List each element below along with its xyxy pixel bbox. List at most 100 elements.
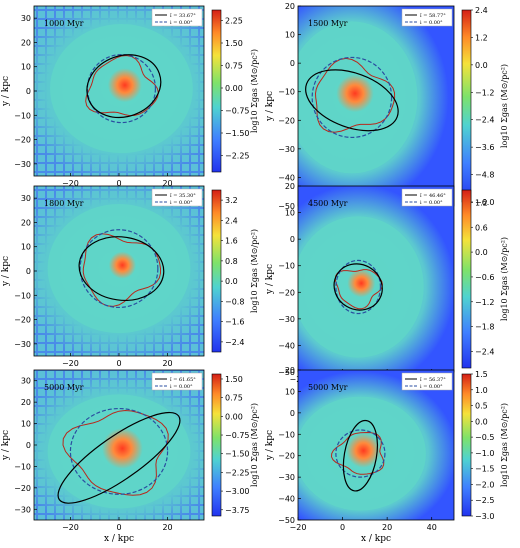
gas-core [102,428,143,469]
colorbar-tick-label: 0.0 [475,61,488,70]
density-map [298,6,454,206]
colorbar: 1.2 0.6 0.0 −0.6 −1.2 −1.8 −2.4 log10 Σgas (M⊙/… [461,189,509,369]
y-tick-label: 20 [21,218,31,227]
y-tick-label: −20 [278,452,295,461]
y-axis-label: y / kpc [265,264,275,295]
y-tick-label: 10 [285,31,295,40]
colorbar-tick-label: −2.4 [475,347,494,356]
y-tick-label: 20 [285,366,295,375]
colorbar-tick-label: −2.4 [225,338,244,347]
colorbar-tick-label: 0.75 [225,394,243,403]
y-tick-label: −10 [278,262,295,271]
colorbar-tick-label: 2.4 [225,216,238,225]
colorbar-tick-label: −1.6 [225,318,244,327]
colorbar-tick-label: −2.5 [475,496,494,505]
colorbar-tick-label: 1.0 [475,386,488,395]
x-tick-label: −20 [290,523,307,532]
legend-entry: i = 0.00° [170,20,193,26]
y-tick-label: −30 [14,505,31,514]
colorbar-tick-label: −1.5 [475,465,494,474]
colorbar-tick-label: −0.8 [225,297,244,306]
colorbar-tick-label: 0.0 [475,417,488,426]
colorbar-tick-label: −3.75 [225,506,250,515]
colorbar-scale [211,9,222,173]
y-axis-label: y / kpc [1,430,11,461]
y-axis-label: y / kpc [265,91,275,122]
y-tick-label: −50 [278,516,295,525]
y-tick-label: 0 [290,59,295,68]
colorbar-tick-label: −2.4 [475,116,494,125]
legend: î = 58.77°i = 0.00° [401,8,453,27]
y-axis-label: y / kpc [1,76,11,107]
colorbar-tick-label: −1.2 [475,88,494,97]
colorbar-scale [211,189,222,353]
reference-ellipse [335,259,382,315]
y-tick-label: −30 [278,145,295,154]
y-tick-label: −30 [278,315,295,324]
legend-entry: i = 0.00° [420,20,443,26]
colorbar-tick-label: 1.50 [225,39,243,48]
y-tick-label: −10 [278,88,295,97]
density-contour [82,233,161,307]
y-tick-label: 10 [21,420,31,429]
x-tick-label: 0 [340,523,345,532]
y-axis-label: y / kpc [265,430,275,461]
legend-entry: i = 0.00° [170,384,193,390]
gas-core [347,269,376,298]
x-tick-label: 20 [162,523,172,532]
legend-entry: i = 0.00° [420,200,443,206]
colorbar-tick-label: 0.75 [225,62,243,71]
colorbar: 2.25 1.50 0.75 0.00 −0.75 −1.50 −2.25 log10 Σga… [211,9,259,173]
colorbar: 1.5 1.0 0.5 0.0 −0.5 −1.0 −1.5 −2.0 −2.5 −3.0 log1… [461,370,509,521]
x-tick-label: 0 [116,523,121,532]
time-label: 5000 Myr [308,383,348,392]
colorbar-tick-label: 1.6 [225,237,238,246]
gas-core [108,251,136,279]
y-tick-label: 0 [290,235,295,244]
y-tick-label: 20 [21,398,31,407]
density-contour [85,54,159,117]
legend-entry: î = 58.77° [420,12,446,19]
colorbar-tick-label: −0.6 [475,273,494,282]
colorbar-label: log10 Σgas (M⊙/pc²) [250,403,259,487]
panel-5: 5000 Myr î = 61.65°i = 0.00° −20 0 20 −30 −20 −… [1,369,259,544]
legend: î = 56.37°i = 0.00° [401,372,453,391]
colorbar-tick-label: 1.2 [475,33,488,42]
colorbar-tick-label: 0.8 [225,257,238,266]
colorbar-tick-label: −3.6 [475,143,494,152]
fitted-ellipse [78,236,165,301]
y-tick-label: 30 [21,194,31,203]
colorbar-label: log10 Σgas (M⊙/pc²) [250,49,259,133]
reference-ellipse [86,53,157,124]
colorbar-tick-label: −1.50 [225,450,250,459]
y-tick-label: −20 [14,484,31,493]
colorbar-tick-label: 0.0 [475,248,488,257]
time-label: 1800 Myr [44,199,84,208]
y-tick-label: −40 [278,173,295,182]
y-axis-label: y / kpc [1,256,11,287]
y-tick-label: 30 [21,377,31,386]
y-tick-label: −20 [14,136,31,145]
panel-1: 1000 Myr î = 33.67°i = 0.00° −20 0 20 −30 −20 −… [1,5,259,200]
colorbar-label: log10 Σgas (M⊙/pc²) [500,403,509,487]
y-tick-label: 0 [26,267,31,276]
y-tick-label: 10 [285,387,295,396]
y-tick-label: −40 [278,495,295,504]
legend: î = 33.67°i = 0.00° [151,8,203,27]
time-label: 5000 Myr [44,383,84,392]
y-tick-label: 10 [285,209,295,218]
x-tick-label: 0 [116,359,121,368]
density-map [298,370,454,520]
colorbar-tick-label: −6.0 [475,198,494,207]
y-tick-label: −20 [278,288,295,297]
time-label: 4500 Myr [308,199,348,208]
colorbar-tick-label: 0.6 [475,223,488,232]
legend: î = 61.65°i = 0.00° [151,372,203,391]
colorbar-tick-label: −4.8 [475,171,494,180]
colorbar-tick-label: 3.2 [225,196,238,205]
reference-ellipse [311,56,393,139]
reference-ellipse [335,429,386,478]
x-axis-label: x / kpc [361,534,391,544]
legend-entry: î = 35.30° [170,192,196,199]
